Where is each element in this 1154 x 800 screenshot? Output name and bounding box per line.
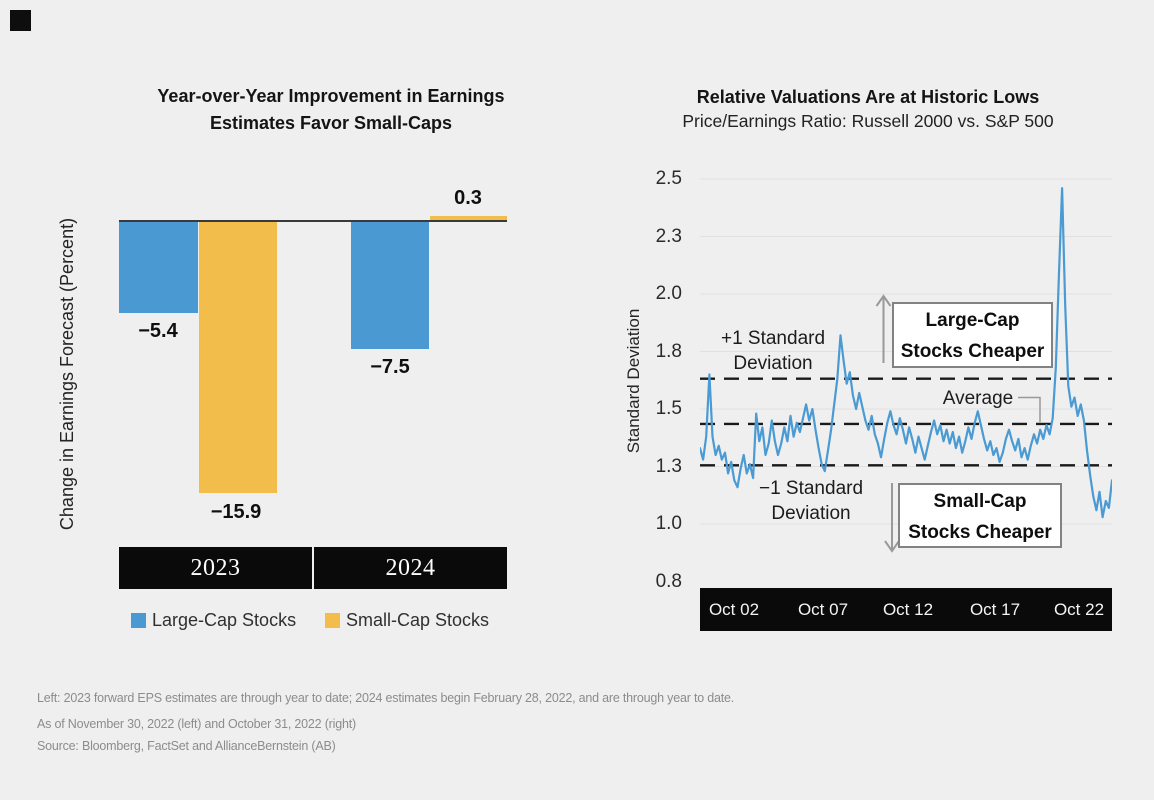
- x-axis-band-2024: 2024: [314, 547, 507, 589]
- legend-label-large-cap: Large-Cap Stocks: [152, 610, 297, 630]
- y-tick-label: 0.8: [655, 570, 682, 592]
- average-label: Average: [942, 388, 1014, 409]
- zero-baseline: [119, 220, 507, 222]
- y-tick-label: 2.3: [655, 225, 682, 247]
- y-tick-label: 1.8: [655, 340, 682, 362]
- y-tick-label: 2.0: [655, 283, 682, 304]
- bar-2023-large-cap: [119, 221, 198, 314]
- right-chart-title: Relative Valuations Are at Historic Lows: [696, 87, 1040, 107]
- large-cap-cheaper-box: Large-Cap Stocks Cheaper: [892, 302, 1053, 368]
- plus-one-sd-label: +1 Standard Deviation: [720, 328, 826, 374]
- x-tick-label: Oct 12: [882, 600, 934, 619]
- x-tick-label: Oct 22: [1053, 600, 1105, 619]
- down-arrow-icon: [884, 483, 900, 553]
- y-tick-label: 1.0: [655, 513, 682, 534]
- bar-value-label: −7.5: [370, 356, 410, 378]
- pe-ratio-line: [700, 187, 1112, 519]
- left-y-axis-label: Change in Earnings Forecast (Percent): [57, 217, 77, 531]
- bar-value-label: −5.4: [138, 320, 178, 342]
- left-chart-title: Year-over-Year Improvement in Earnings E…: [157, 86, 505, 133]
- bar-2024-large-cap: [351, 221, 429, 350]
- legend-swatch-large-cap: [131, 613, 146, 628]
- up-arrow-icon: [875, 294, 892, 363]
- bar-2024-small-cap: [430, 215, 507, 221]
- right-y-axis-label: Standard Deviation: [624, 308, 643, 454]
- footnote-line-1: Left: 2023 forward EPS estimates are thr…: [37, 691, 735, 705]
- x-axis-band-2023: 2023: [119, 547, 312, 589]
- x-axis-band-dates: Oct 02 Oct 07 Oct 12 Oct 17 Oct 22: [700, 588, 1112, 631]
- y-tick-label: 1.3: [655, 455, 682, 477]
- ab-logo-mark: [10, 10, 31, 31]
- bar-2023-small-cap: [199, 221, 277, 493]
- bar-value-label: 0.3: [454, 187, 482, 209]
- legend-label-small-cap: Small-Cap Stocks: [346, 610, 490, 630]
- x-tick-label: Oct 02: [708, 600, 760, 619]
- footnote-line-2: As of November 30, 2022 (left) and Octob…: [37, 717, 356, 731]
- average-callout-connector: [1018, 396, 1041, 422]
- legend-swatch-small-cap: [325, 613, 340, 628]
- right-chart-subtitle: Price/Earnings Ratio: Russell 2000 vs. S…: [682, 111, 1054, 131]
- y-tick-label: 1.5: [655, 398, 682, 419]
- bar-value-label: −15.9: [210, 501, 262, 523]
- small-cap-cheaper-box: Small-Cap Stocks Cheaper: [898, 483, 1062, 548]
- minus-one-sd-label: −1 Standard Deviation: [758, 478, 864, 524]
- x-tick-label: Oct 07: [797, 600, 849, 619]
- x-tick-label: Oct 17: [969, 600, 1021, 619]
- y-tick-label: 2.5: [655, 168, 682, 189]
- reference-dashed-lines: [700, 377, 1112, 467]
- footnote-line-3: Source: Bloomberg, FactSet and AllianceB…: [37, 739, 336, 753]
